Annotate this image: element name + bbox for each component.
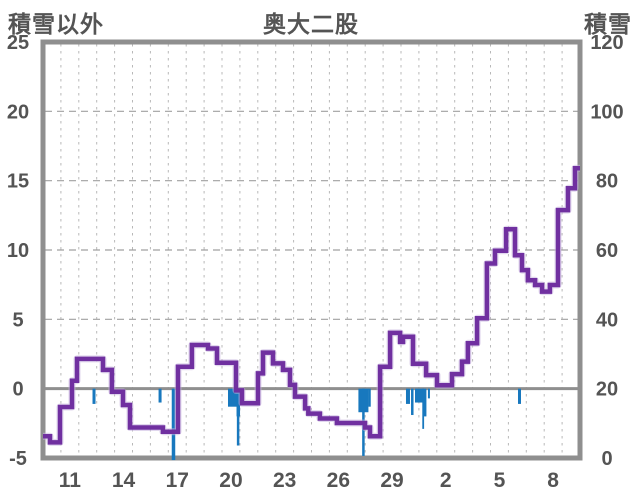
bar: [415, 388, 419, 403]
snow-depth-path: [43, 165, 580, 445]
x-axis-tick: 20: [219, 469, 242, 492]
x-axis-tick: 29: [380, 469, 403, 492]
bar: [171, 388, 176, 461]
bar: [368, 388, 371, 407]
plot-frame: [40, 39, 583, 461]
snow-depth-line: [43, 164, 580, 446]
left-axis-tick: 5: [12, 309, 23, 331]
x-axis-tick: 8: [547, 469, 559, 492]
right-axis-tick: 40: [596, 309, 618, 331]
x-axis-tick: 2: [440, 469, 452, 492]
bar: [418, 388, 424, 403]
left-axis-title: 積雪以外: [8, 11, 104, 37]
x-axis-tick: 11: [59, 469, 82, 492]
bar: [422, 388, 425, 429]
left-axis-tick: 15: [7, 171, 29, 193]
left-axis-tick: 20: [7, 101, 29, 123]
right-axis-tick: 100: [590, 101, 623, 123]
bar: [423, 388, 427, 417]
x-axis-tick: 17: [166, 469, 189, 492]
bar: [411, 388, 414, 416]
bar: [236, 388, 240, 446]
x-axis-tick: 26: [327, 469, 350, 492]
right-axis-tick: 80: [596, 171, 618, 193]
left-axis-tick: -5: [9, 448, 27, 470]
bar: [427, 388, 430, 399]
bar: [405, 388, 410, 404]
right-axis-tick: 120: [590, 32, 623, 54]
left-axis-tick: 0: [12, 379, 23, 401]
chart-title: 奥大二股: [263, 11, 359, 37]
left-axis-tick: 25: [7, 32, 29, 54]
right-axis-tick: 0: [601, 448, 612, 470]
plot-border: [40, 39, 583, 461]
left-axis-tick: 10: [7, 240, 29, 262]
x-axis-tick: 14: [112, 469, 136, 492]
bar: [92, 388, 96, 404]
bar: [517, 388, 521, 404]
right-axis-tick: 20: [596, 379, 618, 401]
x-axis-tick: 5: [494, 469, 506, 492]
right-axis-title: 積雪: [584, 11, 632, 37]
x-axis-tick: 23: [273, 469, 296, 492]
right-axis-tick: 60: [596, 240, 618, 262]
bar: [158, 388, 162, 403]
